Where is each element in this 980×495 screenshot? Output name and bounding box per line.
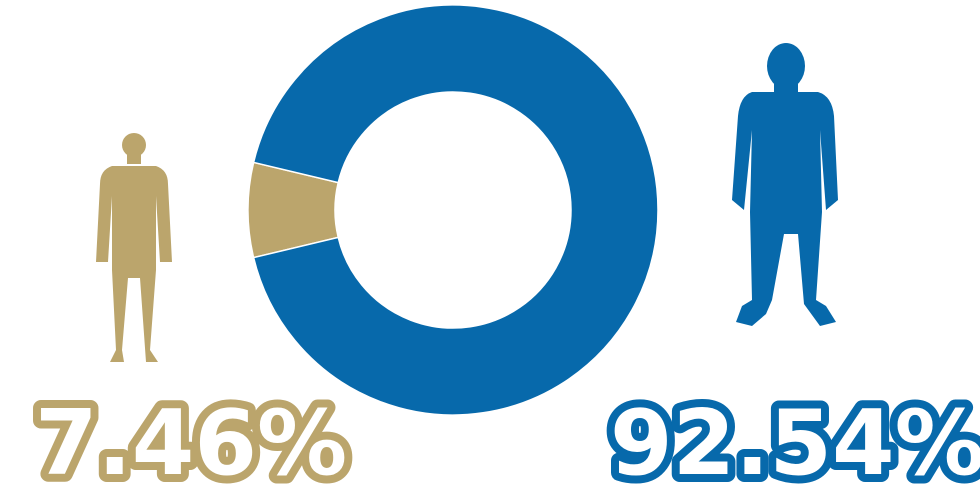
person-silhouette-icon <box>732 43 838 326</box>
percentage-label-left: 7.46% <box>35 391 347 495</box>
person-silhouette-icon <box>96 133 172 362</box>
donut-slice-2 <box>252 4 659 416</box>
donut-chart <box>247 4 659 416</box>
percentage-label-right: 92.54% <box>610 391 980 495</box>
